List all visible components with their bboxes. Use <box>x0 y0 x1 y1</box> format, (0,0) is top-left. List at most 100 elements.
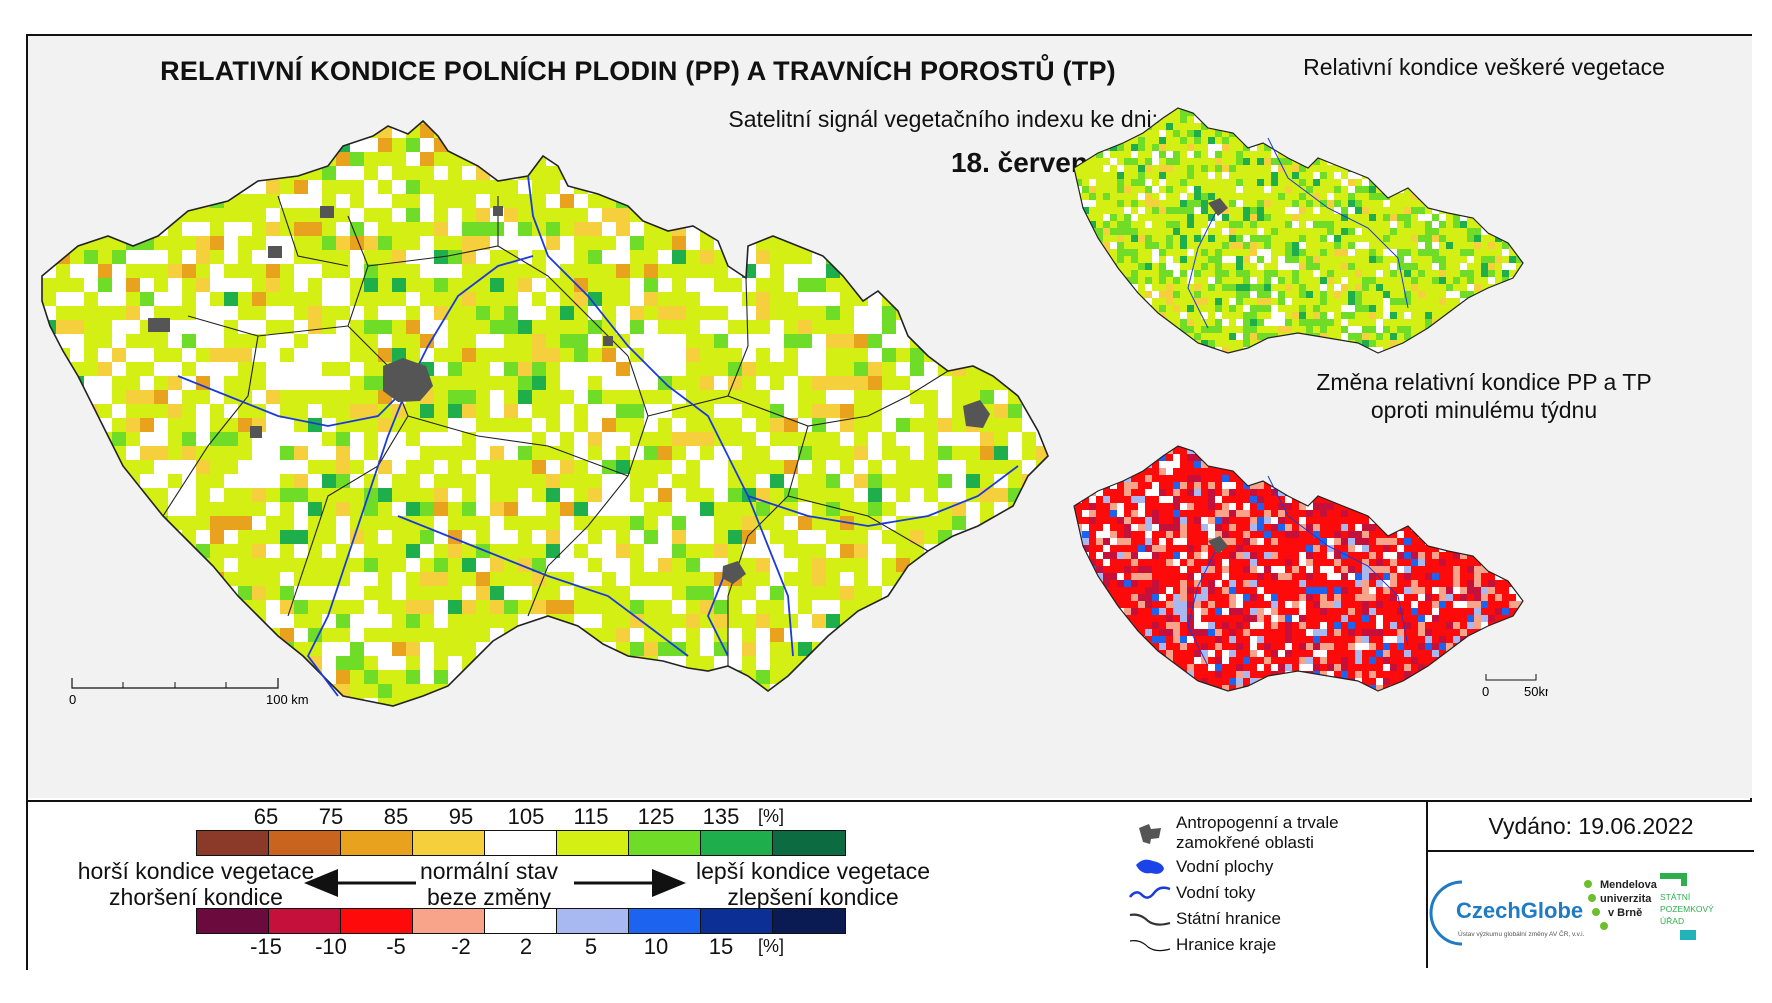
side-bottom-cell <box>1516 622 1523 629</box>
side-top-cell <box>1243 333 1250 340</box>
side-bottom-cell <box>1285 636 1292 643</box>
side-top-cell <box>1306 95 1313 102</box>
side-top-cell <box>1250 207 1257 214</box>
main-map-cell <box>1036 586 1048 600</box>
main-map-cell <box>952 96 966 110</box>
main-map-cell <box>294 96 308 110</box>
main-map-cell <box>868 712 882 726</box>
main-map-cell <box>770 348 784 362</box>
side-top-cell <box>1341 207 1348 214</box>
side-bottom-cell <box>1110 503 1117 510</box>
main-map-cell <box>840 194 854 208</box>
side-bottom-cell <box>1362 446 1369 447</box>
side-bottom-cell <box>1362 559 1369 566</box>
main-map-cell <box>658 558 672 572</box>
side-top-cell <box>1145 242 1152 249</box>
main-map-cell <box>490 586 504 600</box>
side-bottom-cell <box>1418 426 1425 433</box>
side-bottom-cell <box>1152 622 1159 629</box>
side-top-cell <box>1201 326 1208 333</box>
main-map-cell <box>994 404 1008 418</box>
side-top-cell <box>1243 130 1250 137</box>
side-top-cell <box>1537 270 1544 277</box>
main-map-cell <box>770 544 784 558</box>
main-map-cell <box>252 124 266 138</box>
side-top-cell <box>1348 312 1355 319</box>
main-map-cell <box>42 558 56 572</box>
side-bottom-cell <box>1362 601 1369 608</box>
main-map-cell <box>266 334 280 348</box>
main-map-cell <box>462 586 476 600</box>
side-bottom-cell <box>1474 587 1481 594</box>
side-top-cell <box>1320 144 1327 151</box>
side-bottom-cell <box>1446 622 1453 629</box>
side-bottom-cell <box>1453 580 1460 587</box>
side-bottom-cell <box>1418 552 1425 559</box>
main-map-cell <box>98 488 112 502</box>
main-map-cell <box>728 166 742 180</box>
side-top-cell <box>1467 291 1474 298</box>
side-top-cell <box>1369 137 1376 144</box>
side-top-cell <box>1082 284 1089 291</box>
side-top-cell <box>1159 312 1166 319</box>
main-map-cell <box>56 642 70 656</box>
side-top-cell <box>1334 291 1341 298</box>
main-map-cell <box>616 670 630 684</box>
main-map-cell <box>154 121 168 124</box>
main-map-cell <box>266 222 280 236</box>
main-map-cell <box>266 460 280 474</box>
main-map-cell <box>336 222 350 236</box>
side-bottom-cell <box>1306 510 1313 517</box>
side-top-cell <box>1425 116 1432 123</box>
main-map-cell <box>266 656 280 670</box>
side-bottom-cell <box>1215 496 1222 503</box>
side-top-cell <box>1348 179 1355 186</box>
side-bottom-cell <box>1446 594 1453 601</box>
main-map-cell <box>588 572 602 586</box>
main-map-cell <box>658 642 672 656</box>
side-top-cell <box>1376 137 1383 144</box>
side-bottom-cell <box>1194 573 1201 580</box>
side-top-cell <box>1222 256 1229 263</box>
side-bottom-cell <box>1096 636 1103 643</box>
main-map-cell <box>686 236 700 250</box>
side-bottom-cell <box>1425 482 1432 489</box>
main-map-cell <box>112 292 126 306</box>
side-bottom-cell <box>1509 566 1516 573</box>
side-top-cell <box>1299 312 1306 319</box>
main-map-cell <box>210 124 224 138</box>
side-top-cell <box>1439 151 1446 158</box>
main-map-cell <box>224 362 238 376</box>
main-map-cell <box>672 250 686 264</box>
main-map-cell <box>112 432 126 446</box>
side-top-cell <box>1243 214 1250 221</box>
main-map-cell <box>910 166 924 180</box>
main-map-cell <box>938 474 952 488</box>
main-map-cell <box>1050 698 1064 712</box>
main-map-cell <box>378 614 392 628</box>
main-map-cell <box>896 121 910 124</box>
main-map-cell <box>238 320 252 334</box>
main-map-cell <box>280 446 294 460</box>
main-map-cell <box>714 404 728 418</box>
side-bottom-cell <box>1320 650 1327 657</box>
main-map-cell <box>42 250 56 264</box>
side-bottom-cell <box>1362 545 1369 552</box>
side-bottom-cell <box>1173 601 1180 608</box>
side-top-cell <box>1446 340 1453 347</box>
side-bottom-cell <box>1278 426 1285 433</box>
side-top-cell <box>1152 108 1159 109</box>
main-map-cell <box>728 236 742 250</box>
main-map-cell <box>420 656 434 670</box>
side-top-cell <box>1383 298 1390 305</box>
main-map-cell <box>560 586 574 600</box>
side-top-cell <box>1208 193 1215 200</box>
side-top-cell <box>1376 130 1383 137</box>
side-bottom-cell <box>1481 545 1488 552</box>
main-map-cell <box>112 96 126 110</box>
side-bottom-cell <box>1292 531 1299 538</box>
main-map-cell <box>882 306 896 320</box>
side-bottom-cell <box>1194 580 1201 587</box>
side-bottom-cell <box>1397 496 1404 503</box>
side-top-cell <box>1348 193 1355 200</box>
